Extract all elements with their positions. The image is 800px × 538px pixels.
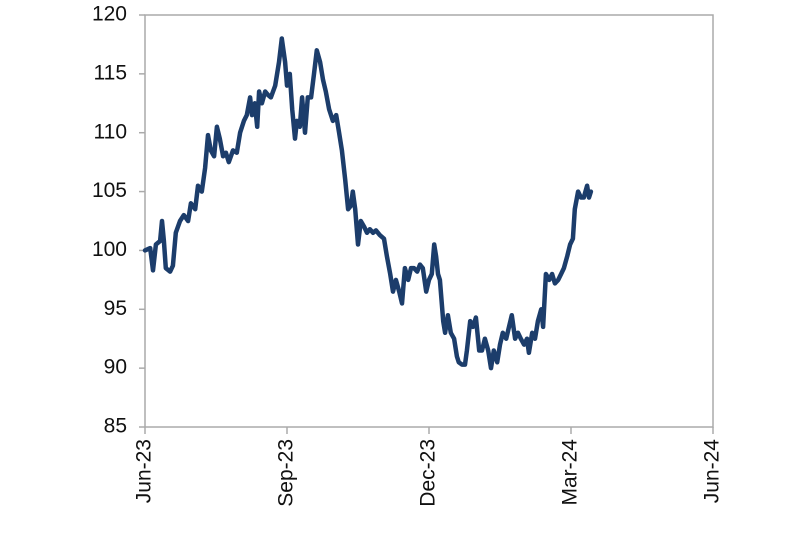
- y-tick-label: 120: [92, 3, 127, 26]
- data-line: [142, 36, 594, 371]
- y-tick-label: 110: [94, 120, 127, 143]
- x-tick-label: Jun-23: [133, 439, 156, 503]
- x-tick-label: Sep-23: [275, 439, 298, 507]
- x-tick-label: Jun-24: [701, 439, 724, 504]
- x-tick-label: Mar-24: [559, 439, 582, 506]
- y-tick-label: 100: [92, 238, 127, 261]
- plot-frame: [144, 14, 714, 428]
- y-tick-label: 95: [104, 297, 127, 320]
- y-tick-label: 85: [104, 415, 127, 438]
- x-tick-label: Dec-23: [417, 439, 440, 507]
- y-tick-label: 115: [94, 61, 127, 84]
- y-tick-label: 105: [92, 179, 127, 202]
- y-tick-label: 90: [104, 356, 127, 379]
